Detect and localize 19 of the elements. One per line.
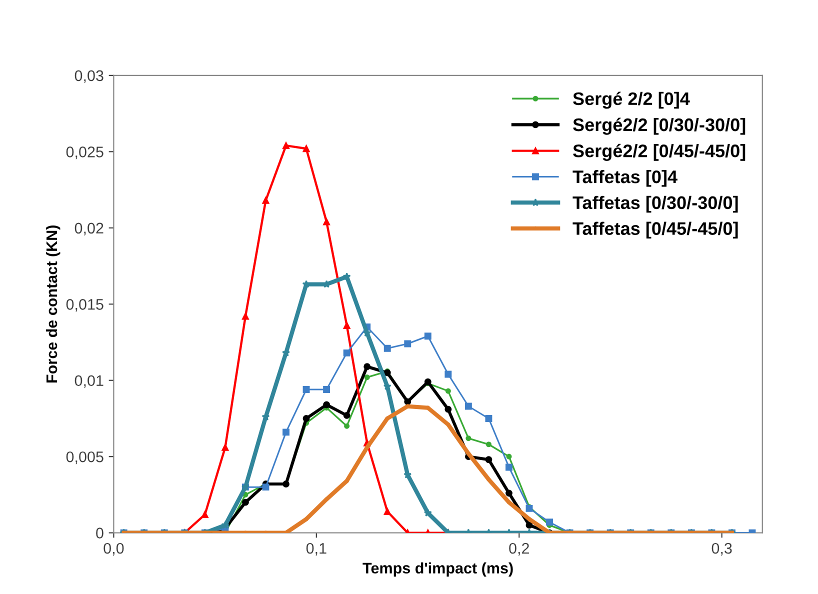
legend-label: Sergé2/2 [0/45/-45/0] [573,144,746,161]
y-axis-title: Force de contact (KN) [46,226,60,382]
x-tick-label: 0,2 [509,542,529,556]
y-tick-label: 0,03 [74,70,104,83]
y-tick-label: 0,015 [66,298,104,312]
y-tick-label: 0,025 [66,146,104,160]
legend-label: Taffetas [0/30/-30/0] [572,196,738,213]
legend-label: Sergé 2/2 [0]4 [573,92,690,109]
y-tick-label: 0,005 [66,451,104,464]
y-tick-label: 0 [96,528,104,539]
x-tick-label: 0,0 [104,542,124,556]
x-tick-label: 0,3 [712,542,732,556]
x-tick-label: 0,1 [306,542,326,556]
y-tick-label: 0,01 [74,375,104,388]
x-axis-title: Temps d'impact (ms) [362,562,513,577]
legend-label: Taffetas [0]4 [572,170,678,187]
legend-label: Taffetas [0/45/-45/0] [572,222,738,239]
legend-label: Sergé2/2 [0/30/-30/0] [573,118,746,135]
y-tick-label: 0,02 [74,222,104,236]
